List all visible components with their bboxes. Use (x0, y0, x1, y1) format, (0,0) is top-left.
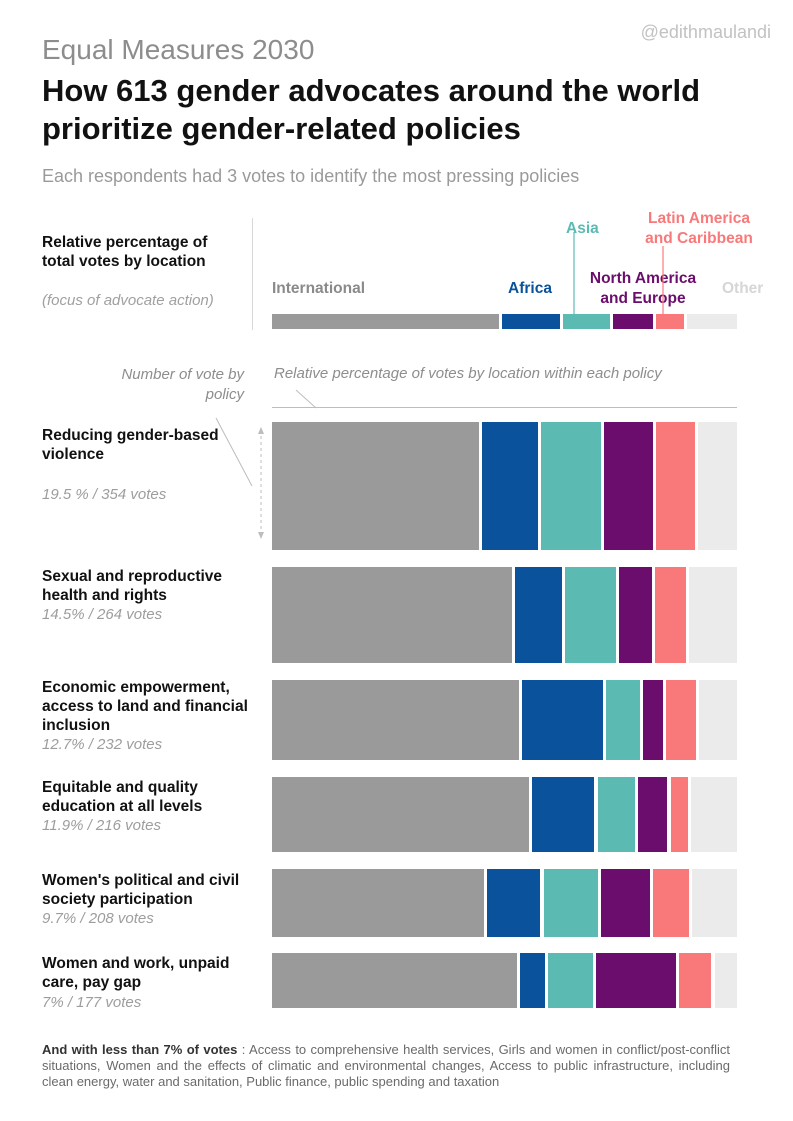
footer-text: : Access to comprehensive health service… (42, 1042, 730, 1089)
overall-segment-asia (562, 314, 610, 329)
policy-5-segment-africa (519, 953, 545, 1008)
policy-bar-work (272, 953, 737, 1008)
footer-lead: And with less than 7% of votes (42, 1042, 238, 1057)
overall-segment-international (272, 314, 500, 329)
policy-2-segment-north-america-europe (642, 680, 663, 760)
policy-bar-srhr (272, 567, 737, 663)
overall-segment-north-america-europe (612, 314, 654, 329)
policy-bar-economic (272, 680, 738, 760)
policy-name-srhr: Sexual and reproductive health and right… (42, 568, 223, 604)
legend-divider (252, 218, 253, 330)
chart-subtitle: Equal Measures 2030 (42, 34, 315, 65)
policy-3-segment-other (691, 777, 737, 852)
vote-height-arrow-up (258, 427, 264, 434)
policy-0-segment-latin-america (655, 422, 696, 550)
chart-title: How 613 gender advocates around the worl… (42, 73, 701, 146)
policy-2-segment-asia (605, 680, 640, 760)
policy-name-work: Women and work, unpaid care, pay gap (42, 955, 230, 991)
axis-note-votes: Number of vote by policy (121, 366, 244, 403)
policy-votes-work: 7% / 177 votes (42, 994, 142, 1011)
policy-5-segment-latin-america (678, 953, 712, 1008)
legend-item-latin-america-line2: and Caribbean (645, 230, 753, 247)
policy-2-segment-latin-america (665, 680, 696, 760)
legend-note: (focus of advocate action) (42, 292, 214, 309)
policy-3-segment-asia (597, 777, 636, 852)
policy-name-political: Women's political and civil society part… (42, 872, 240, 908)
policy-3-segment-international (272, 777, 529, 852)
legend-label: Relative percentage of total votes by lo… (42, 234, 208, 270)
axis-baseline (272, 407, 737, 408)
policy-0-segment-international (272, 422, 480, 550)
legend-item-north-america-europe: North America and Europe (580, 269, 706, 309)
policy-5-segment-international (272, 953, 517, 1008)
policy-votes-education: 11.9% / 216 votes (42, 817, 161, 834)
policy-name-education: Equitable and quality education at all l… (42, 779, 203, 815)
policy-votes-gbv: 19.5 % / 354 votes (42, 486, 167, 503)
policy-4-segment-africa (486, 869, 541, 937)
policy-0-segment-other (698, 422, 737, 550)
legend-item-international: International (272, 280, 366, 297)
policy-1-segment-international (272, 567, 512, 663)
policy-2-segment-africa (522, 680, 603, 760)
policy-bar-gbv (272, 422, 737, 550)
right-note-pointer (295, 389, 317, 409)
policy-1-segment-africa (514, 567, 563, 663)
policy-4-segment-latin-america (653, 869, 690, 937)
policy-1-segment-latin-america (654, 567, 687, 663)
policy-bar-political (272, 869, 737, 937)
policy-0-segment-asia (540, 422, 602, 550)
vote-height-arrow-down (258, 532, 264, 539)
policy-votes-economic: 12.7% / 232 votes (42, 736, 163, 753)
policy-1-segment-north-america-europe (619, 567, 652, 663)
legend-item-latin-america: Latin America and Caribbean (634, 209, 764, 249)
policy-votes-srhr: 14.5% / 264 votes (42, 606, 163, 623)
author-handle: @edithmaulandi (640, 22, 771, 42)
axis-note-percentage: Relative percentage of votes by location… (274, 365, 662, 382)
overall-segment-africa (502, 314, 560, 329)
policy-votes-political: 9.7% / 208 votes (42, 910, 154, 927)
footer-note: And with less than 7% of votes : Access … (42, 1042, 730, 1090)
policy-1-segment-other (689, 567, 737, 663)
policy-2-segment-international (272, 680, 520, 760)
policy-2-segment-other (698, 680, 738, 760)
policy-3-segment-africa (531, 777, 595, 852)
policy-4-segment-north-america-europe (601, 869, 651, 937)
legend-item-other: Other (722, 280, 764, 297)
legend-item-latin-america-line1: Latin America (648, 210, 750, 227)
policy-4-segment-asia (543, 869, 599, 937)
policy-name-gbv: Reducing gender-based violence (42, 427, 219, 463)
overall-segment-latin-america (656, 314, 684, 329)
legend-item-north-america-europe-line1: North America (589, 270, 697, 287)
left-note-pointer (215, 417, 253, 487)
policy-bar-education (272, 777, 737, 852)
policy-5-segment-north-america-europe (596, 953, 676, 1008)
policy-5-segment-other (714, 953, 737, 1008)
policy-4-segment-other (692, 869, 737, 937)
chart-description: Each respondents had 3 votes to identify… (42, 166, 580, 186)
overall-segment-other (686, 314, 737, 329)
policy-0-segment-africa (482, 422, 538, 550)
policy-4-segment-international (272, 869, 484, 937)
legend-item-africa: Africa (508, 280, 552, 297)
policy-name-economic: Economic empowerment, access to land and… (42, 679, 248, 734)
policy-3-segment-latin-america (670, 777, 689, 852)
policy-1-segment-asia (565, 567, 617, 663)
legend-item-north-america-europe-line2: and Europe (600, 290, 686, 307)
policy-5-segment-asia (548, 953, 593, 1008)
policy-3-segment-north-america-europe (638, 777, 668, 852)
legend-overall-bar (272, 314, 737, 329)
policy-0-segment-north-america-europe (604, 422, 653, 550)
